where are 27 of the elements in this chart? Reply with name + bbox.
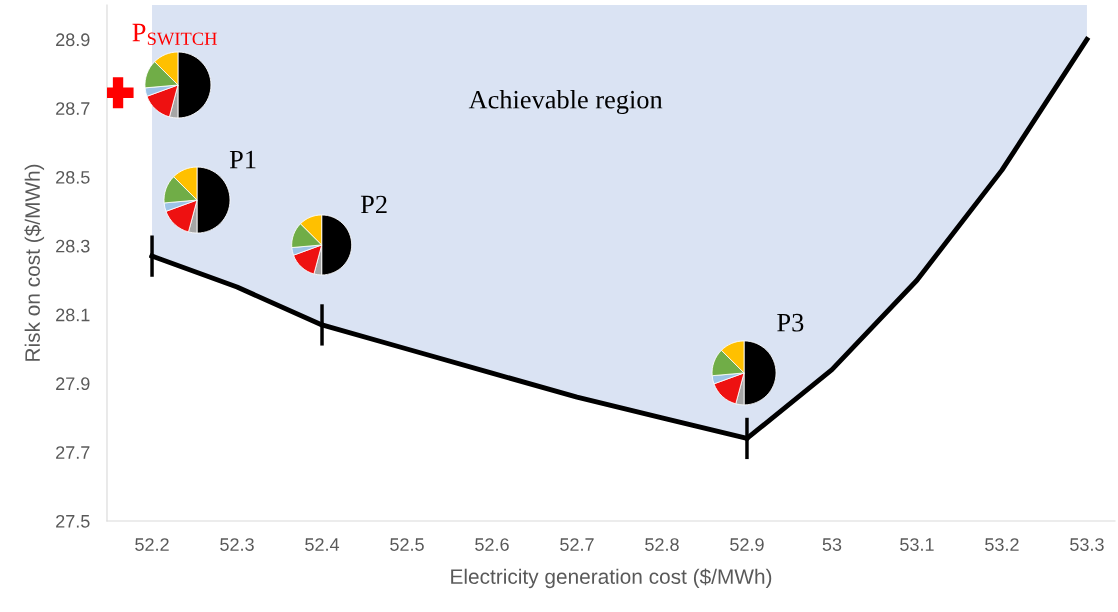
y-tick-label: 27.5 (56, 514, 90, 528)
y-tick-label: 28.3 (56, 239, 90, 253)
y-axis-title: Risk on cost ($/MWh) (24, 164, 45, 361)
x-tick-label: 52.4 (305, 538, 340, 551)
x-tick-label: 53.2 (985, 538, 1019, 551)
y-tick-label: 28.5 (56, 170, 90, 184)
x-tick-label: 52.9 (730, 538, 764, 551)
x-tick-label: 52.7 (560, 538, 594, 551)
annotation: Achievable region (468, 90, 663, 115)
annotation: P2 (360, 195, 387, 214)
y-tick-label: 27.9 (56, 377, 90, 391)
x-tick-label: 53.3 (1070, 538, 1104, 551)
y-tick-label: 28.9 (56, 33, 90, 47)
x-tick-label: 52.8 (645, 538, 679, 551)
x-tick-label: 52.2 (135, 538, 169, 551)
x-tick-label: 52.3 (220, 538, 254, 551)
x-tick-label: 52.6 (475, 538, 509, 551)
y-tick-label: 28.1 (56, 308, 90, 322)
x-axis-title: Electricity generation cost ($/MWh) (451, 568, 772, 589)
x-tick-label: 53 (822, 538, 842, 551)
annotation: P1 (229, 150, 256, 169)
y-tick-label: 28.7 (56, 102, 90, 115)
annotation: P3 (777, 313, 804, 332)
y-tick-label: 27.7 (56, 446, 90, 459)
x-tick-label: 52.5 (390, 538, 424, 551)
x-tick-label: 53.1 (900, 538, 934, 551)
annotation: P$_{SWITCH}$ (132, 23, 217, 46)
